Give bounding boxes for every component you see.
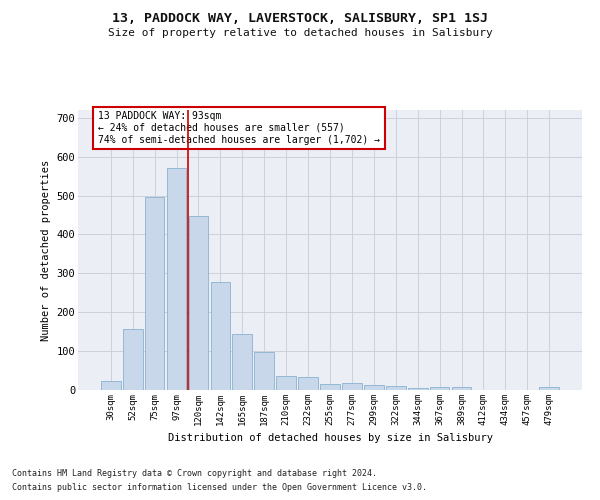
Bar — [123, 330, 143, 390]
Y-axis label: Number of detached properties: Number of detached properties — [41, 160, 51, 340]
Bar — [539, 388, 559, 390]
Bar — [452, 387, 472, 390]
Bar — [342, 383, 362, 390]
Bar — [211, 282, 230, 390]
Text: Contains public sector information licensed under the Open Government Licence v3: Contains public sector information licen… — [12, 484, 427, 492]
Bar — [254, 352, 274, 390]
Bar — [386, 386, 406, 390]
Bar — [188, 216, 208, 390]
Bar — [167, 168, 187, 390]
Bar — [101, 382, 121, 390]
Bar — [430, 387, 449, 390]
Bar — [145, 196, 164, 390]
Text: 13 PADDOCK WAY: 93sqm
← 24% of detached houses are smaller (557)
74% of semi-det: 13 PADDOCK WAY: 93sqm ← 24% of detached … — [98, 112, 380, 144]
Bar — [320, 384, 340, 390]
Text: Contains HM Land Registry data © Crown copyright and database right 2024.: Contains HM Land Registry data © Crown c… — [12, 468, 377, 477]
Bar — [232, 334, 252, 390]
Text: 13, PADDOCK WAY, LAVERSTOCK, SALISBURY, SP1 1SJ: 13, PADDOCK WAY, LAVERSTOCK, SALISBURY, … — [112, 12, 488, 26]
Bar — [408, 388, 428, 390]
Bar — [298, 377, 318, 390]
Bar — [276, 376, 296, 390]
Bar — [364, 386, 384, 390]
X-axis label: Distribution of detached houses by size in Salisbury: Distribution of detached houses by size … — [167, 434, 493, 444]
Text: Size of property relative to detached houses in Salisbury: Size of property relative to detached ho… — [107, 28, 493, 38]
